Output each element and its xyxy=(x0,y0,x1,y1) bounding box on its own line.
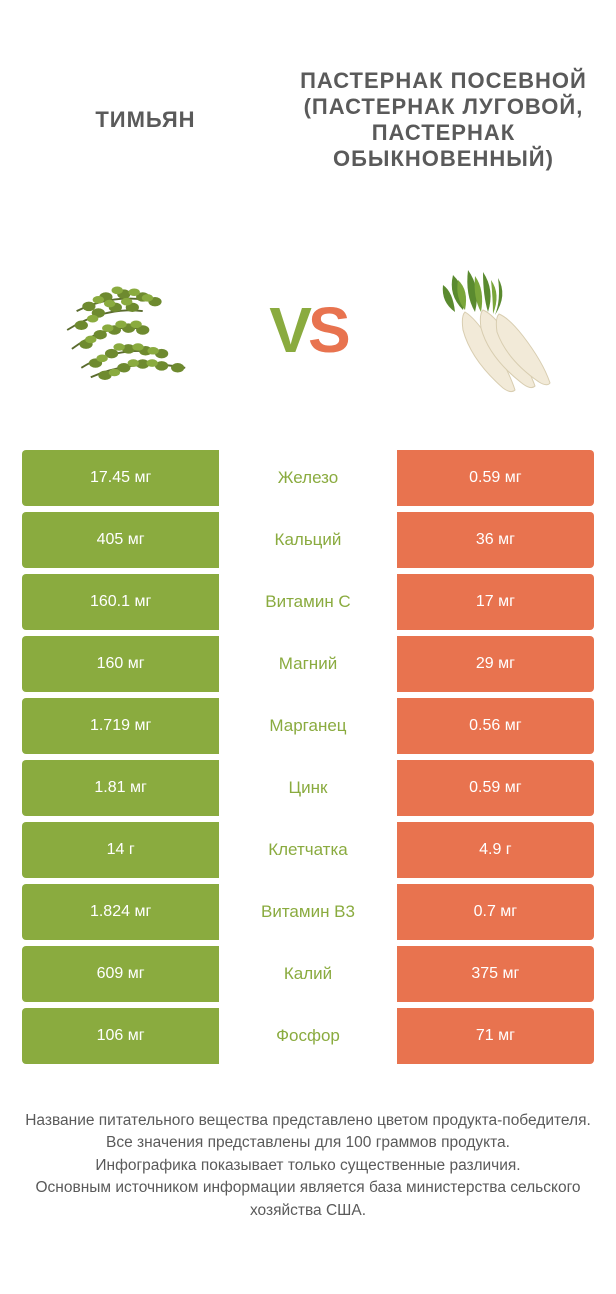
vs-s-letter: S xyxy=(308,294,347,366)
table-row: 609 мгКалий375 мг xyxy=(22,946,594,1002)
left-value-cell: 609 мг xyxy=(22,946,219,1002)
table-row: 405 мгКальций36 мг xyxy=(22,512,594,568)
vs-label: VS xyxy=(269,293,346,367)
nutrient-label: Марганец xyxy=(219,698,397,754)
nutrient-label: Железо xyxy=(219,450,397,506)
left-value-cell: 106 мг xyxy=(22,1008,219,1064)
right-value-cell: 29 мг xyxy=(397,636,594,692)
left-value-cell: 160 мг xyxy=(22,636,219,692)
table-row: 160 мгМагний29 мг xyxy=(22,636,594,692)
right-value-cell: 17 мг xyxy=(397,574,594,630)
table-row: 160.1 мгВитамин C17 мг xyxy=(22,574,594,630)
left-value-cell: 1.81 мг xyxy=(22,760,219,816)
left-value-cell: 1.719 мг xyxy=(22,698,219,754)
table-row: 17.45 мгЖелезо0.59 мг xyxy=(22,450,594,506)
left-value-cell: 405 мг xyxy=(22,512,219,568)
table-row: 1.81 мгЦинк0.59 мг xyxy=(22,760,594,816)
footer-line-4: Основным источником информации является … xyxy=(18,1177,598,1222)
nutrient-label: Витамин B3 xyxy=(219,884,397,940)
right-value-cell: 375 мг xyxy=(397,946,594,1002)
right-value-cell: 36 мг xyxy=(397,512,594,568)
left-value-cell: 1.824 мг xyxy=(22,884,219,940)
right-product-title: ПАСТЕРНАК ПОСЕВНОЙ (ПАСТЕРНАК ЛУГОВОЙ, П… xyxy=(281,68,606,172)
nutrient-label: Клетчатка xyxy=(219,822,397,878)
right-value-cell: 71 мг xyxy=(397,1008,594,1064)
nutrient-label: Магний xyxy=(219,636,397,692)
right-value-cell: 0.56 мг xyxy=(397,698,594,754)
footer-line-3: Инфографика показывает только существенн… xyxy=(18,1155,598,1177)
nutrient-label: Фосфор xyxy=(219,1008,397,1064)
nutrient-label: Витамин C xyxy=(219,574,397,630)
nutrient-label: Цинк xyxy=(219,760,397,816)
footer-line-1: Название питательного вещества представл… xyxy=(18,1110,598,1132)
parsnip-image xyxy=(393,255,563,405)
footer-line-2: Все значения представлены для 100 граммо… xyxy=(18,1132,598,1154)
footer-notes: Название питательного вещества представл… xyxy=(0,1080,616,1232)
vs-row: VS xyxy=(0,230,616,430)
vs-v-letter: V xyxy=(269,294,308,366)
right-value-cell: 0.59 мг xyxy=(397,450,594,506)
left-value-cell: 17.45 мг xyxy=(22,450,219,506)
comparison-table: 17.45 мгЖелезо0.59 мг405 мгКальций36 мг1… xyxy=(0,430,616,1080)
table-row: 1.824 мгВитамин B30.7 мг xyxy=(22,884,594,940)
header: ТИМЬЯН ПАСТЕРНАК ПОСЕВНОЙ (ПАСТЕРНАК ЛУГ… xyxy=(0,0,616,230)
right-value-cell: 4.9 г xyxy=(397,822,594,878)
thyme-image xyxy=(53,255,223,405)
left-value-cell: 14 г xyxy=(22,822,219,878)
right-value-cell: 0.59 мг xyxy=(397,760,594,816)
table-row: 14 гКлетчатка4.9 г xyxy=(22,822,594,878)
table-row: 106 мгФосфор71 мг xyxy=(22,1008,594,1064)
right-value-cell: 0.7 мг xyxy=(397,884,594,940)
nutrient-label: Кальций xyxy=(219,512,397,568)
left-value-cell: 160.1 мг xyxy=(22,574,219,630)
table-row: 1.719 мгМарганец0.56 мг xyxy=(22,698,594,754)
nutrient-label: Калий xyxy=(219,946,397,1002)
left-product-title: ТИМЬЯН xyxy=(10,107,281,133)
